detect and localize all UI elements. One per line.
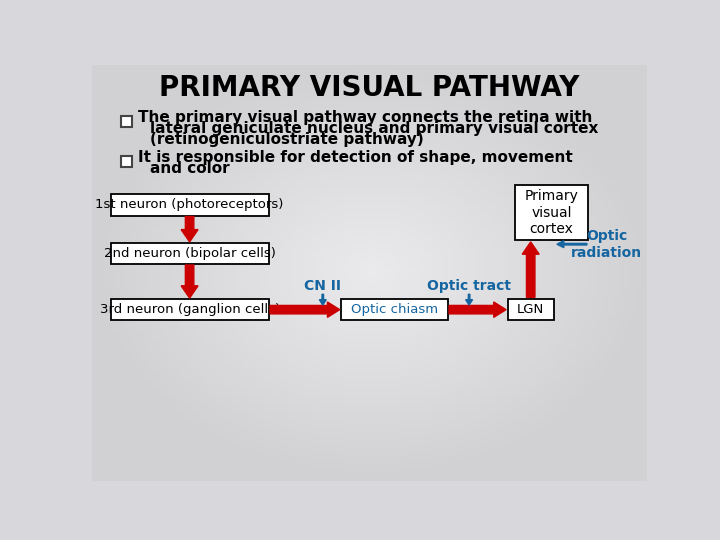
FancyBboxPatch shape xyxy=(111,242,269,264)
FancyBboxPatch shape xyxy=(111,299,269,320)
FancyBboxPatch shape xyxy=(111,194,269,215)
FancyArrow shape xyxy=(181,217,198,242)
Text: CN II: CN II xyxy=(305,280,341,294)
Text: It is responsible for detection of shape, movement: It is responsible for detection of shape… xyxy=(138,151,572,165)
Text: and color: and color xyxy=(150,161,230,176)
Text: Optic chiasm: Optic chiasm xyxy=(351,303,438,316)
Text: (retinogeniculostriate pathway): (retinogeniculostriate pathway) xyxy=(150,132,424,147)
FancyBboxPatch shape xyxy=(121,117,132,127)
FancyBboxPatch shape xyxy=(121,157,132,167)
FancyArrow shape xyxy=(449,302,506,318)
FancyBboxPatch shape xyxy=(508,299,554,320)
FancyArrow shape xyxy=(557,241,587,248)
FancyArrow shape xyxy=(270,302,340,318)
Text: LGN: LGN xyxy=(517,303,544,316)
FancyBboxPatch shape xyxy=(515,185,588,240)
FancyArrow shape xyxy=(320,294,326,305)
Text: 3rd neuron (ganglion cells): 3rd neuron (ganglion cells) xyxy=(99,303,279,316)
Text: 2nd neuron (bipolar cells): 2nd neuron (bipolar cells) xyxy=(104,247,276,260)
FancyArrow shape xyxy=(466,294,472,305)
Text: Optic tract: Optic tract xyxy=(427,280,511,294)
FancyBboxPatch shape xyxy=(341,299,448,320)
FancyArrow shape xyxy=(181,265,198,298)
FancyArrow shape xyxy=(522,242,539,298)
Text: Primary
visual
cortex: Primary visual cortex xyxy=(525,190,578,236)
Text: Optic
radiation: Optic radiation xyxy=(572,228,642,260)
Text: lateral geniculate nucleus and primary visual cortex: lateral geniculate nucleus and primary v… xyxy=(150,121,599,136)
Text: The primary visual pathway connects the retina with: The primary visual pathway connects the … xyxy=(138,111,593,125)
Text: PRIMARY VISUAL PATHWAY: PRIMARY VISUAL PATHWAY xyxy=(158,74,580,102)
Text: 1st neuron (photoreceptors): 1st neuron (photoreceptors) xyxy=(96,198,284,212)
